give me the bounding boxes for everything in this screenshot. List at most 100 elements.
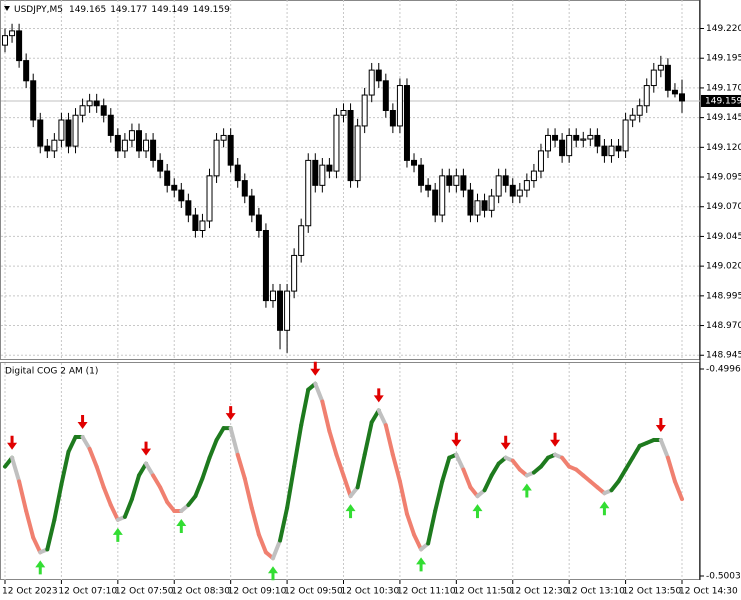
indicator-segment [10,455,22,484]
candle-body [340,109,347,116]
candle-body [44,145,51,152]
peak-arrow [7,435,18,450]
indicator-segment [158,485,170,505]
mark-layer [2,23,685,581]
candle-body [58,119,65,141]
indicator-segment [66,435,78,454]
indicator-segment [355,452,367,490]
menu-arrow[interactable] [4,6,10,11]
indicator-segment [362,420,374,457]
candle-body [164,170,171,186]
indicator-segment [292,423,304,469]
y-tick-label: 149.045 [706,232,741,242]
indicator-segment [665,455,677,484]
current-price-box [701,94,741,107]
indicator-segment [426,508,438,546]
candle-body [234,164,241,182]
indicator-segment [630,443,642,460]
indicator-segment [327,429,339,457]
indicator-segment [144,461,156,478]
candle-body [566,134,573,157]
y-tick-label: 149.195 [706,54,741,64]
candle-body [100,105,107,116]
indicator-segment [94,464,106,490]
candle-body [326,164,333,172]
candle-body [523,180,530,191]
x-tick-label: 12 Oct 10:30 [341,587,400,597]
trough-arrow [416,557,427,572]
indicator-segment [214,426,226,442]
trough-arrow [521,483,532,498]
indicator-segment [623,455,635,472]
candle-body [291,254,298,292]
peak-arrow [500,435,511,450]
candle-body [143,139,150,152]
candle-body [474,200,481,216]
candle-body [2,35,8,46]
candle-body [460,175,467,191]
candle-body [495,175,502,197]
indicator-segment [151,473,163,490]
candle-body [86,100,93,107]
candle-body [657,64,664,71]
candle-body [248,195,255,216]
indicator-segment [433,479,445,513]
candle-body [537,150,544,172]
candle-body [594,134,601,147]
indicator-segment [249,505,261,537]
open-value: 149.165 [69,5,106,15]
candle-body [573,134,580,141]
trough-arrow [472,504,483,519]
indicator-segment [313,381,325,404]
trough-arrow [176,518,187,533]
candle-body [671,89,678,95]
candle-body [255,214,262,231]
candle-body [298,225,305,256]
candle-body [481,200,488,211]
y-tick-label: 149.220 [706,24,741,34]
candle-body [361,94,368,127]
y-tick-label: 149.120 [706,143,741,153]
indicator-title: Digital COG 2 AM (1) [5,367,98,377]
indicator-segment [285,464,297,510]
candle-body [622,119,629,152]
candle-body [213,139,220,177]
indicator-segment [24,508,36,540]
indicator-segment [228,426,240,457]
candle-body [615,145,622,152]
indicator-segment [461,467,473,490]
indicator-segment [404,511,417,537]
peak-arrow [225,406,236,421]
y-tick-label: 149.145 [706,113,741,123]
candle-body [51,139,58,152]
indicator-panel-frame [0,362,700,580]
indicator-segment [334,452,346,478]
candle-body [185,200,192,216]
candle-body [150,139,157,161]
indicator-segment [397,479,409,516]
trough-arrow [599,501,610,516]
current-price-label: 149.159 [705,96,741,106]
indicator-segment [412,532,424,552]
candle-body [467,189,474,216]
x-tick-label: 12 Oct 09:10 [228,587,287,597]
indicator-segment [278,505,290,543]
candle-body [333,114,340,172]
indicator-segment [87,446,99,469]
x-tick-label: 12 Oct 11:50 [453,587,512,597]
candle-body [629,114,636,121]
indicator-segment [136,461,149,478]
candle-body [79,105,86,116]
x-tick-label: 12 Oct 13:10 [566,587,625,597]
indicator-segment [341,473,353,499]
candle-body [439,175,446,216]
candle-body [636,105,643,116]
candle-body [425,184,432,191]
indicator-segment [207,437,219,460]
y-tick-label: 149.095 [706,173,741,183]
candle-body [411,159,418,166]
x-tick-label: 12 Oct 12:30 [510,587,569,597]
peak-arrow [141,441,152,456]
trough-arrow [267,566,278,581]
